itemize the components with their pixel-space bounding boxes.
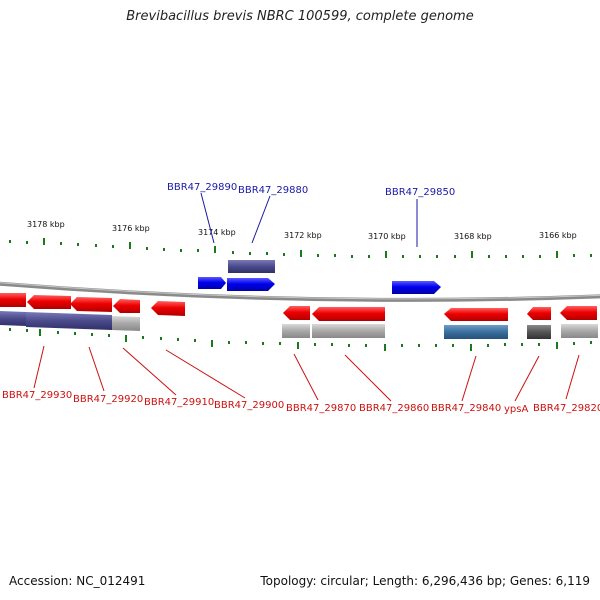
gene-label[interactable]: ypsA	[504, 404, 528, 415]
gene-label[interactable]: BBR47_29920	[73, 394, 143, 405]
gene-arrow-forward[interactable]	[392, 281, 441, 294]
gene-arrow-reverse[interactable]	[0, 293, 26, 307]
gene-label[interactable]: BBR47_29930	[2, 390, 72, 401]
gene-label[interactable]: BBR47_29900	[214, 400, 284, 411]
gene-label[interactable]: BBR47_29890	[167, 182, 237, 193]
gene-arrow-forward[interactable]	[198, 277, 226, 289]
reverse-genes	[0, 293, 597, 321]
gene-arrow-reverse[interactable]	[312, 307, 385, 321]
gene-label[interactable]: BBR47_29880	[238, 185, 308, 196]
cog-bar	[228, 260, 275, 273]
scale-label: 3170 kbp	[368, 232, 406, 241]
gene-label[interactable]: BBR47_29850	[385, 187, 455, 198]
forward-genes	[0, 260, 441, 324]
accession-label: Accession: NC_012491	[9, 574, 146, 588]
upper-tick-row	[9, 238, 592, 258]
gene-arrow-reverse[interactable]	[70, 297, 112, 312]
gene-label[interactable]: BBR47_29910	[144, 397, 214, 408]
gene-arrow-reverse[interactable]	[560, 306, 597, 320]
scale-label: 3166 kbp	[539, 231, 577, 240]
scale-label: 3174 kbp	[198, 228, 236, 237]
gene-arrow-reverse[interactable]	[27, 295, 71, 309]
scale-label: 3176 kbp	[112, 224, 150, 233]
scale-label: 3168 kbp	[454, 232, 492, 241]
gene-arrow-reverse[interactable]	[113, 299, 140, 313]
gene-label[interactable]: BBR47_29820	[533, 403, 600, 414]
scale-label: 3172 kbp	[284, 231, 322, 240]
bottom-label-connectors	[33, 345, 580, 402]
gene-arrow-reverse[interactable]	[283, 306, 310, 320]
gene-arrow-reverse[interactable]	[527, 307, 551, 320]
cog-bars	[0, 311, 598, 339]
genome-backbone	[0, 281, 600, 302]
gene-arrow-reverse[interactable]	[151, 301, 185, 316]
top-label-connectors	[200, 192, 418, 247]
genome-summary: Topology: circular; Length: 6,296,436 bp…	[260, 574, 590, 588]
gene-arrow-forward[interactable]	[227, 278, 275, 291]
scale-label: 3178 kbp	[27, 220, 65, 229]
gene-label[interactable]: BBR47_29870	[286, 403, 356, 414]
gene-arrow-reverse[interactable]	[444, 308, 508, 321]
map-title: Brevibacillus brevis NBRC 100599, comple…	[126, 9, 474, 24]
gene-label[interactable]: BBR47_29860	[359, 403, 429, 414]
gene-label[interactable]: BBR47_29840	[431, 403, 501, 414]
lower-tick-row	[9, 328, 592, 351]
